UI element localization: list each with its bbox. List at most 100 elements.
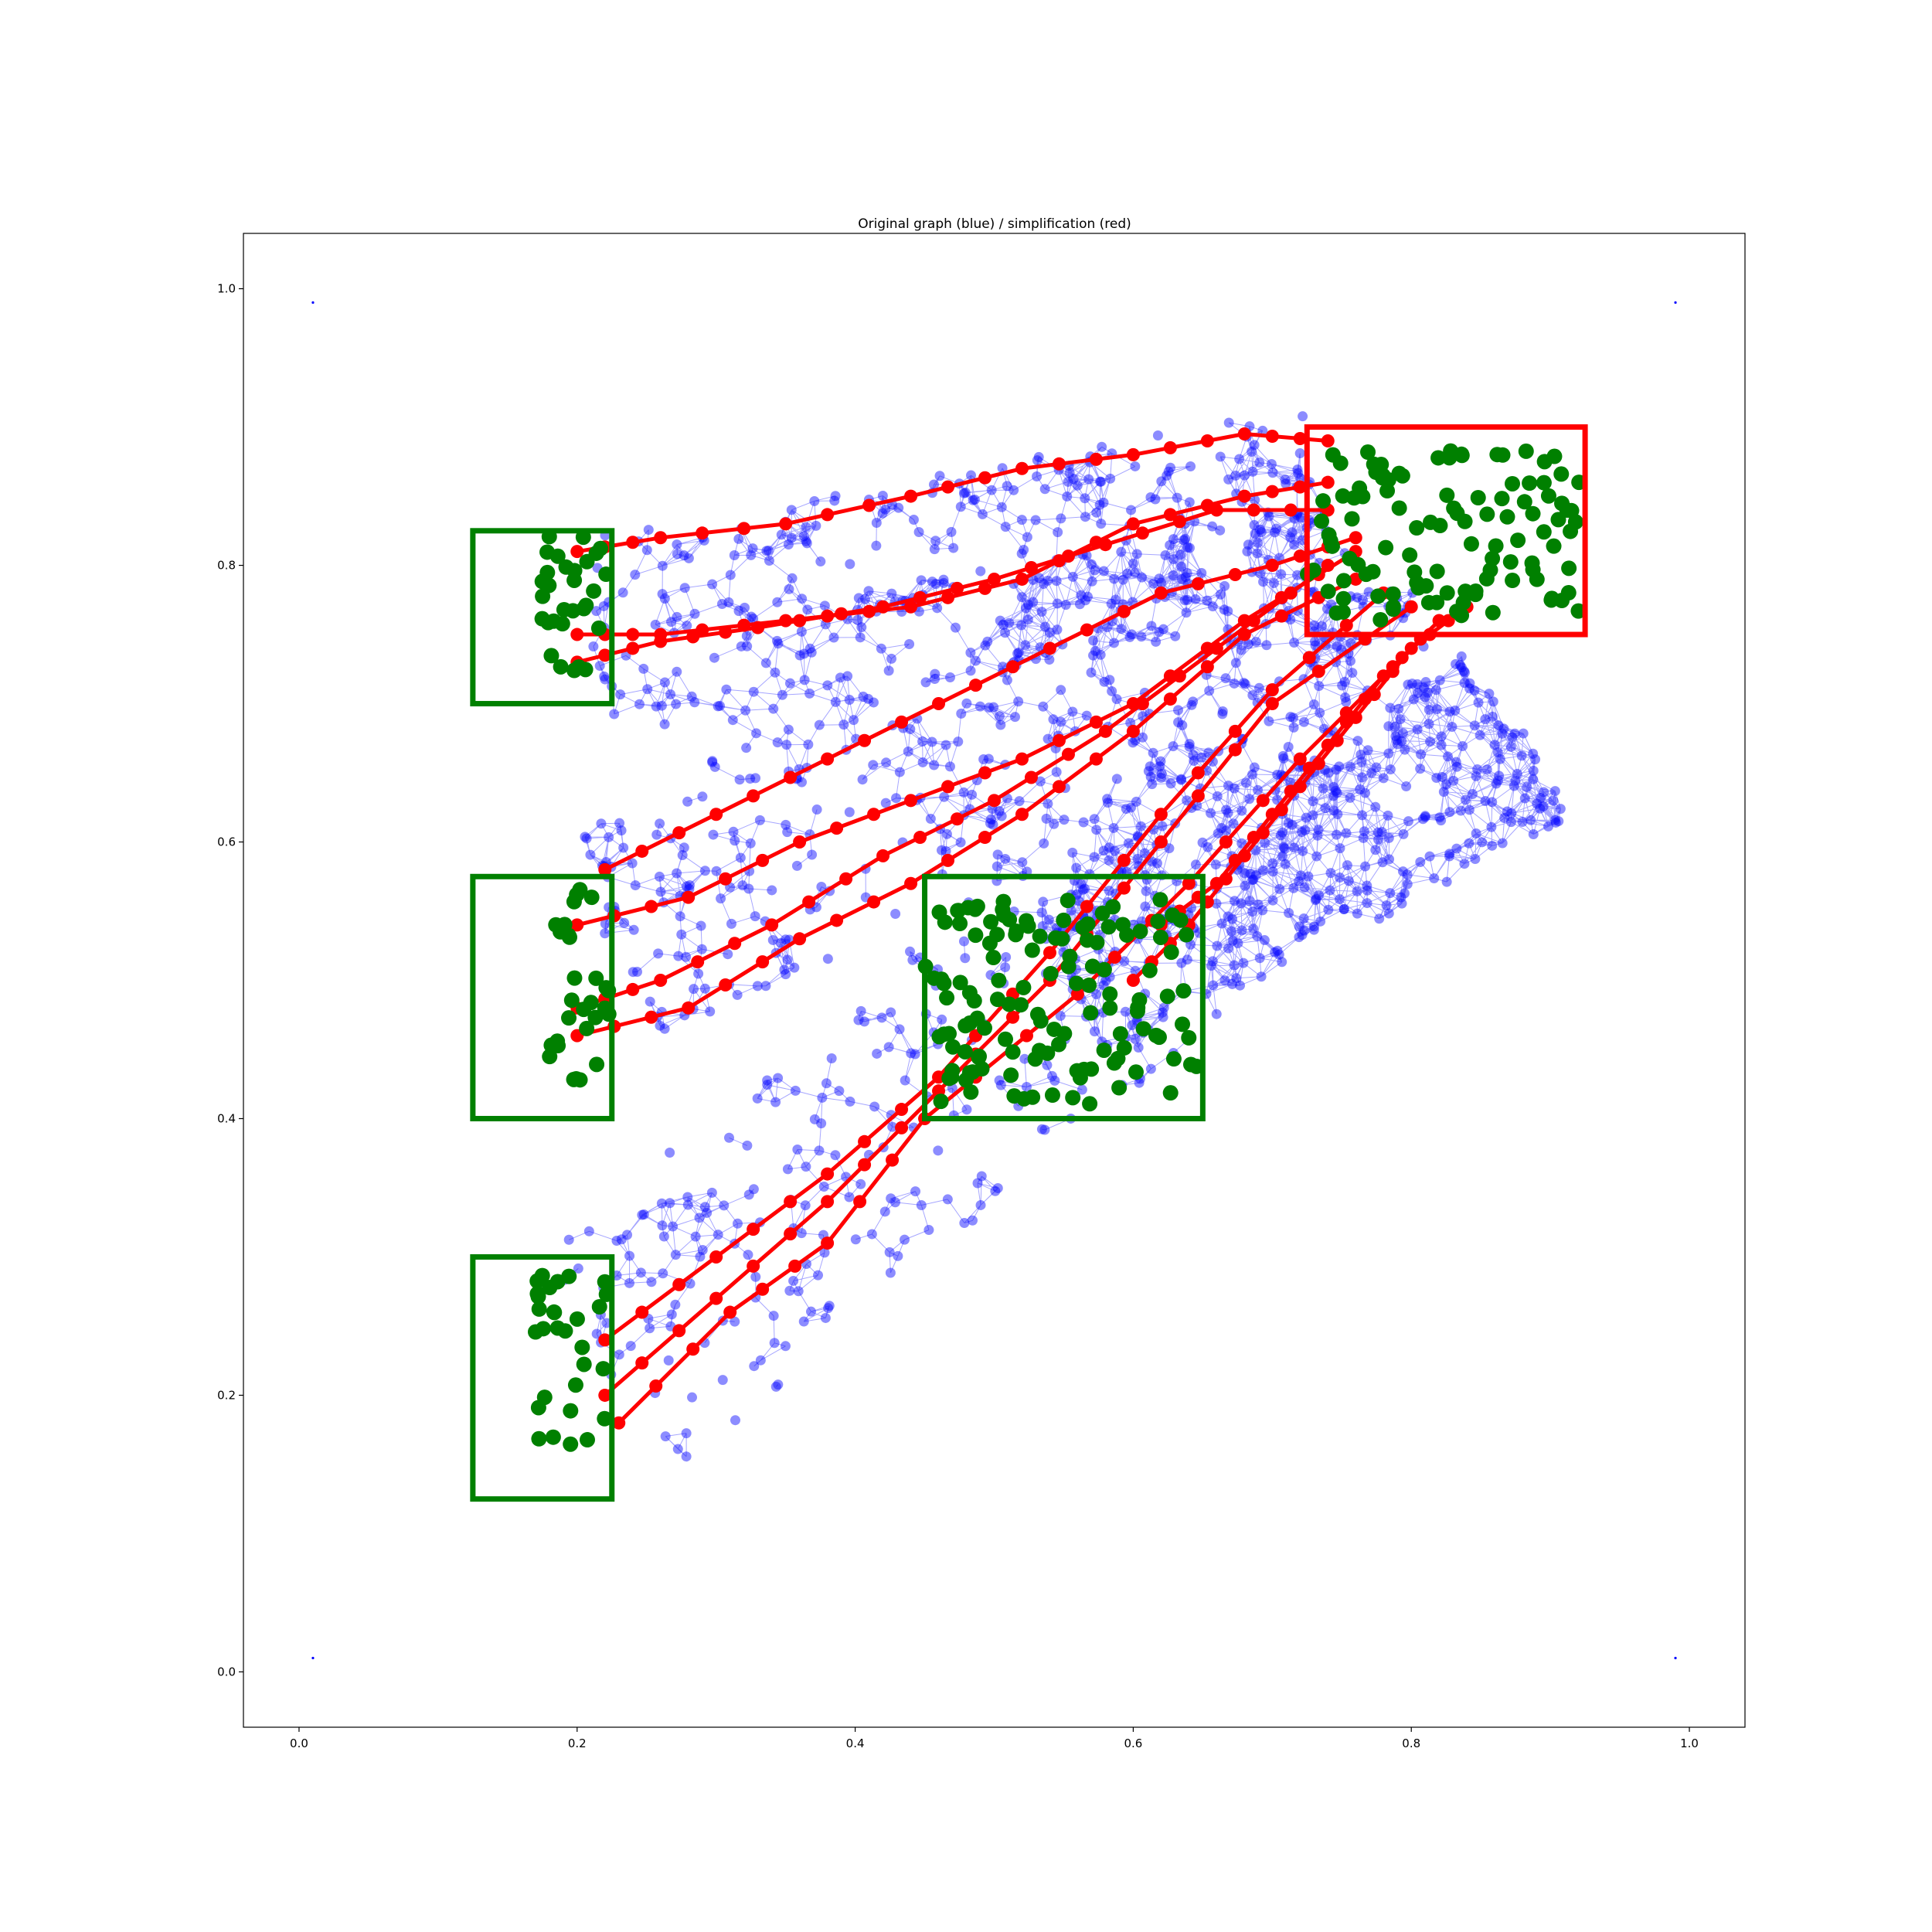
terminal-node xyxy=(1068,975,1084,992)
original-graph-node xyxy=(1268,577,1279,588)
simplified-node xyxy=(895,1121,909,1134)
original-graph-node xyxy=(1444,706,1455,717)
original-graph-node xyxy=(822,954,833,964)
original-graph-node xyxy=(828,632,839,643)
terminal-node xyxy=(950,903,966,919)
original-graph-node xyxy=(776,529,787,540)
original-graph-node xyxy=(783,539,794,550)
terminal-node xyxy=(1128,1064,1144,1080)
original-graph-node xyxy=(1207,601,1218,612)
original-graph-node xyxy=(1223,417,1234,428)
original-graph-node xyxy=(773,1379,784,1390)
original-graph-node xyxy=(627,858,638,869)
original-graph-node xyxy=(776,937,787,948)
simplified-node xyxy=(747,789,760,803)
original-graph-node xyxy=(1298,913,1309,923)
original-graph-node xyxy=(830,491,841,502)
original-graph-node xyxy=(676,929,687,940)
original-graph-node xyxy=(1052,624,1063,635)
original-graph-node xyxy=(990,1185,1001,1196)
original-graph-node xyxy=(1165,539,1175,550)
simplified-node xyxy=(1098,724,1112,738)
original-graph-node xyxy=(893,1250,903,1261)
original-graph-node xyxy=(883,665,894,676)
terminal-node xyxy=(536,1389,553,1406)
original-graph-node xyxy=(1528,748,1539,759)
original-graph-node xyxy=(983,753,994,764)
original-graph-node xyxy=(1102,794,1113,804)
original-graph-node xyxy=(1464,838,1475,849)
original-graph-node xyxy=(1456,662,1467,673)
original-graph-node xyxy=(1447,722,1458,733)
original-graph-node xyxy=(1197,837,1208,848)
original-graph-node xyxy=(1226,926,1236,937)
original-graph-node xyxy=(679,583,690,594)
original-graph-node xyxy=(1332,641,1342,651)
original-graph-node xyxy=(1080,883,1090,894)
simplified-node xyxy=(672,1277,686,1291)
original-graph-node xyxy=(1087,576,1097,587)
original-graph-node xyxy=(998,620,1009,631)
original-graph-node xyxy=(745,838,756,849)
terminal-node xyxy=(1094,905,1111,921)
original-graph-node xyxy=(770,1381,781,1392)
terminal-node xyxy=(1570,603,1587,619)
original-graph-node xyxy=(697,1245,708,1256)
original-graph-node xyxy=(1022,600,1033,611)
original-graph-node xyxy=(694,1213,705,1223)
original-graph-node xyxy=(868,697,879,708)
original-graph-node xyxy=(1068,474,1079,485)
simplified-node xyxy=(1080,623,1094,637)
original-graph-node xyxy=(813,1270,824,1281)
terminal-node xyxy=(1051,1036,1067,1053)
original-graph-node xyxy=(1231,973,1242,984)
simplified-node xyxy=(672,1324,686,1338)
original-graph-node xyxy=(1043,733,1053,744)
original-graph-node xyxy=(1210,859,1221,870)
region-box-target xyxy=(1304,424,1588,638)
original-graph-node xyxy=(651,829,662,840)
original-graph-node xyxy=(1480,714,1491,725)
original-graph-node xyxy=(1148,578,1158,589)
y-tick-label: 1.0 xyxy=(217,282,236,296)
original-graph-node xyxy=(1022,532,1032,543)
original-graph-node xyxy=(907,954,918,965)
original-graph-node xyxy=(614,1349,624,1360)
original-graph-node xyxy=(1238,957,1249,968)
original-graph-node xyxy=(750,911,760,922)
original-graph-node xyxy=(1328,781,1339,792)
original-graph-node xyxy=(881,757,892,768)
original-graph-node xyxy=(842,671,853,682)
original-graph-node xyxy=(822,680,833,691)
original-graph-node xyxy=(800,1200,811,1211)
simplified-node xyxy=(1256,826,1270,840)
original-graph-node xyxy=(1396,736,1407,747)
original-graph-node xyxy=(1425,736,1436,747)
original-graph-node xyxy=(1151,636,1162,647)
original-graph-node xyxy=(1227,913,1238,924)
original-graph-node xyxy=(786,532,797,543)
original-graph-node xyxy=(604,832,614,842)
simplified-node xyxy=(1209,503,1223,517)
simplified-node xyxy=(1126,724,1140,738)
original-graph-node xyxy=(1128,558,1138,569)
original-graph-node xyxy=(659,719,670,730)
terminal-node xyxy=(1560,585,1577,601)
original-graph-node xyxy=(1020,640,1031,651)
original-graph-node xyxy=(1138,732,1148,743)
original-graph-node xyxy=(750,773,761,784)
original-graph-node xyxy=(655,886,666,897)
original-graph-node xyxy=(1097,441,1107,452)
simplified-node xyxy=(821,1167,835,1181)
simplified-node xyxy=(978,581,992,595)
original-graph-node xyxy=(834,1086,845,1097)
original-graph-node xyxy=(656,700,667,711)
original-graph-node xyxy=(855,632,866,643)
original-graph-node xyxy=(1039,1124,1050,1135)
terminal-node xyxy=(939,990,955,1006)
original-graph-node xyxy=(646,1277,657,1287)
original-graph-node xyxy=(879,1206,890,1217)
original-graph-node xyxy=(1406,679,1417,689)
original-graph-node xyxy=(1252,930,1263,941)
